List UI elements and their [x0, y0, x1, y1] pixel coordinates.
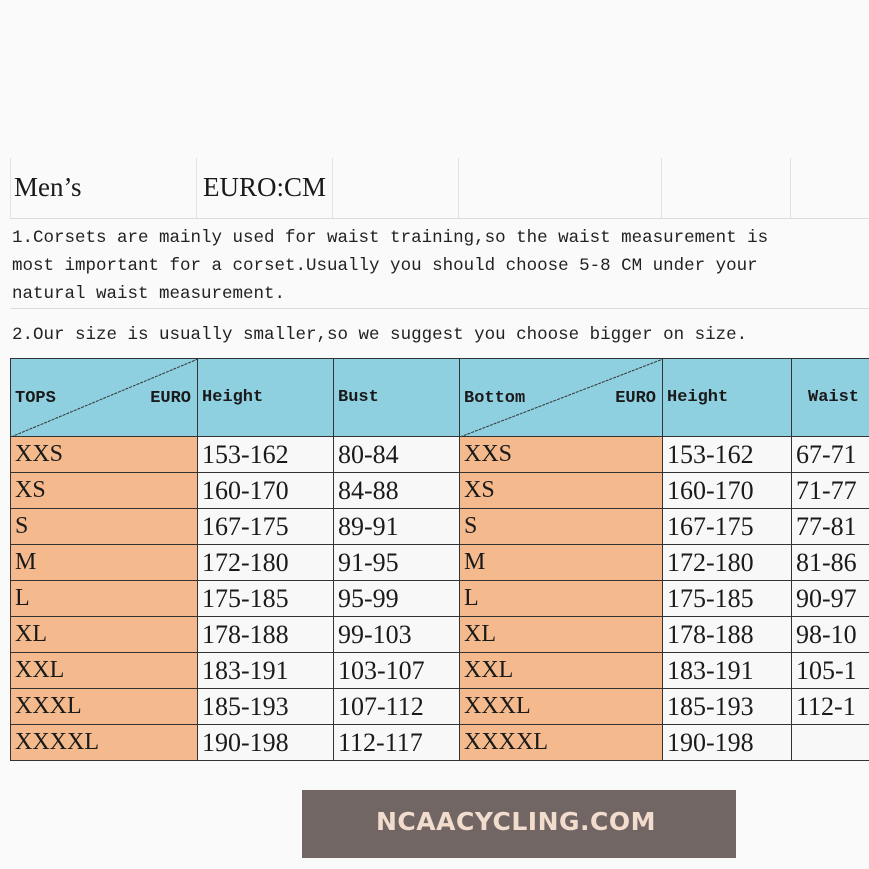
bottom-size-cell: XXL — [459, 652, 663, 689]
waist-cell: 67-71 — [791, 436, 869, 473]
bust-header: Bust — [333, 358, 460, 437]
table-row: M 172-180 91-95 M 172-180 81-86 — [10, 544, 869, 581]
unit-label: EURO:CM — [203, 172, 327, 202]
table-row: XL 178-188 99-103 XL 178-188 98-10 — [10, 616, 869, 653]
euro-label: EURO — [615, 389, 656, 408]
watermark: NCAACYCLING.COM — [302, 790, 736, 858]
euro-label: EURO — [150, 389, 191, 408]
header-cell — [333, 158, 459, 218]
height-cell: 178-188 — [197, 616, 334, 653]
size-cell: XXXL — [10, 688, 198, 725]
table-row: L 175-185 95-99 L 175-185 90-97 — [10, 580, 869, 617]
header-cell — [197, 158, 333, 218]
bust-cell: 95-99 — [333, 580, 460, 617]
bottom-size-cell: XXS — [459, 436, 663, 473]
bottom-size-cell: XS — [459, 472, 663, 509]
bust-cell: 99-103 — [333, 616, 460, 653]
header-cell — [459, 158, 662, 218]
size-chart-table: TOPS EURO Height Bust Bottom EURO Height W… — [10, 358, 869, 761]
note-2: 2.Our size is usually smaller,so we sugg… — [12, 325, 748, 345]
bottom-height-cell: 175-185 — [662, 580, 792, 617]
tops-euro-header: TOPS EURO — [10, 358, 198, 437]
bust-cell: 91-95 — [333, 544, 460, 581]
bottom-height-cell: 160-170 — [662, 472, 792, 509]
size-cell: S — [10, 508, 198, 545]
watermark-text: NCAACYCLING.COM — [376, 807, 657, 836]
bust-cell: 80-84 — [333, 436, 460, 473]
table-row: S 167-175 89-91 S 167-175 77-81 — [10, 508, 869, 545]
bottom-size-cell: XXXL — [459, 688, 663, 725]
height-cell: 183-191 — [197, 652, 334, 689]
size-cell: XXS — [10, 436, 198, 473]
tops-label: TOPS — [15, 389, 56, 408]
size-cell: XL — [10, 616, 198, 653]
bottom-height-cell: 178-188 — [662, 616, 792, 653]
note-1-line-3: natural waist measurement. — [12, 284, 286, 304]
size-cell: L — [10, 580, 198, 617]
table-row: XXXXL 190-198 112-117 XXXXL 190-198 — [10, 724, 869, 761]
bust-cell: 107-112 — [333, 688, 460, 725]
waist-cell — [791, 724, 869, 761]
bottom-size-cell: L — [459, 580, 663, 617]
waist-cell: 71-77 — [791, 472, 869, 509]
height-cell: 167-175 — [197, 508, 334, 545]
waist-cell: 112-1 — [791, 688, 869, 725]
size-cell: XS — [10, 472, 198, 509]
table-header-row: TOPS EURO Height Bust Bottom EURO Height W… — [10, 358, 869, 437]
bottom-height-cell: 190-198 — [662, 724, 792, 761]
height-header: Height — [662, 358, 792, 437]
bottom-height-cell: 172-180 — [662, 544, 792, 581]
bottom-height-cell: 183-191 — [662, 652, 792, 689]
bust-cell: 103-107 — [333, 652, 460, 689]
table-row: XXL 183-191 103-107 XXL 183-191 105-1 — [10, 652, 869, 689]
header-cell — [10, 158, 197, 218]
bottom-height-cell: 167-175 — [662, 508, 792, 545]
size-cell: XXL — [10, 652, 198, 689]
bottom-size-cell: S — [459, 508, 663, 545]
divider — [10, 308, 869, 309]
waist-cell: 77-81 — [791, 508, 869, 545]
height-cell: 175-185 — [197, 580, 334, 617]
bottom-height-cell: 185-193 — [662, 688, 792, 725]
bust-cell: 112-117 — [333, 724, 460, 761]
height-cell: 190-198 — [197, 724, 334, 761]
page-title: Men’s — [14, 172, 82, 202]
size-cell: M — [10, 544, 198, 581]
divider — [10, 218, 869, 219]
note-1-line-1: 1.Corsets are mainly used for waist trai… — [12, 228, 769, 248]
bottom-euro-header: Bottom EURO — [459, 358, 663, 437]
header-cell — [662, 158, 791, 218]
height-cell: 172-180 — [197, 544, 334, 581]
table-row: XS 160-170 84-88 XS 160-170 71-77 — [10, 472, 869, 509]
waist-cell: 90-97 — [791, 580, 869, 617]
waist-cell: 105-1 — [791, 652, 869, 689]
bottom-height-cell: 153-162 — [662, 436, 792, 473]
waist-cell: 81-86 — [791, 544, 869, 581]
height-cell: 153-162 — [197, 436, 334, 473]
height-cell: 160-170 — [197, 472, 334, 509]
height-cell: 185-193 — [197, 688, 334, 725]
table-row: XXXL 185-193 107-112 XXXL 185-193 112-1 — [10, 688, 869, 725]
waist-header: Waist — [791, 358, 869, 437]
note-1-line-2: most important for a corset.Usually you … — [12, 256, 758, 276]
height-header: Height — [197, 358, 334, 437]
bust-cell: 89-91 — [333, 508, 460, 545]
bottom-size-cell: M — [459, 544, 663, 581]
size-cell: XXXXL — [10, 724, 198, 761]
bottom-size-cell: XL — [459, 616, 663, 653]
bottom-size-cell: XXXXL — [459, 724, 663, 761]
waist-cell: 98-10 — [791, 616, 869, 653]
bottom-label: Bottom — [464, 389, 526, 408]
bust-cell: 84-88 — [333, 472, 460, 509]
table-row: XXS 153-162 80-84 XXS 153-162 67-71 — [10, 436, 869, 473]
